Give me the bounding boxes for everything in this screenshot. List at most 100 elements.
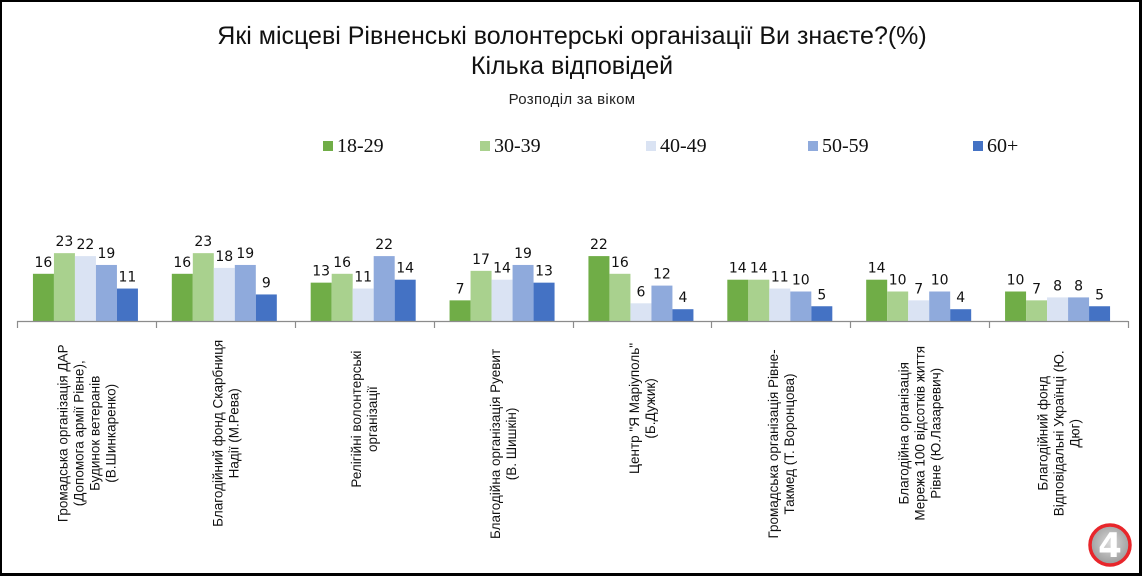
bar-18-29-2	[171, 273, 193, 321]
legend-item-30-39: 30-39	[480, 135, 541, 157]
data-label: 14	[729, 261, 747, 277]
bar-40-49-6	[769, 288, 791, 321]
legend-item-18-29: 18-29	[323, 135, 384, 157]
bar-40-49-3	[352, 288, 374, 321]
data-label: 10	[1007, 273, 1025, 289]
legend-label: 30-39	[494, 134, 541, 157]
bar-40-49-1	[74, 256, 96, 321]
bar-50-59-7	[929, 291, 951, 321]
category-label: Громадська організація Рівне- Такмед (Т. …	[766, 349, 797, 538]
data-label: 16	[173, 255, 191, 271]
data-label: 19	[98, 246, 116, 262]
data-label: 4	[956, 290, 965, 306]
data-label: 10	[889, 273, 907, 289]
category-label: Релігійні волонтерські організації	[349, 351, 380, 488]
chart-title: Які місцеві Рівненські волонтерські орга…	[217, 22, 927, 50]
data-label: 17	[472, 252, 490, 268]
chart-subtitle: Розподіл за віком	[508, 91, 636, 108]
category-label-line: Такмед (Т. Воронцова)	[782, 373, 797, 514]
bar-50-59-4	[512, 264, 534, 321]
legend-swatch	[973, 141, 983, 151]
bar-40-49-5	[630, 303, 652, 321]
category-label-line: Релігійні волонтерські	[349, 351, 364, 488]
data-label: 19	[236, 246, 254, 262]
legend-item-40-49: 40-49	[646, 135, 707, 157]
bar-60plus-6	[811, 306, 833, 321]
legend-swatch	[646, 141, 656, 151]
data-label: 19	[514, 246, 532, 262]
bar-40-49-4	[491, 279, 513, 321]
data-label: 7	[1032, 281, 1041, 297]
bar-50-59-8	[1068, 297, 1090, 321]
category-label: Благодійна організація Мережа 100 відсотк…	[897, 346, 944, 521]
category-label-line: Громадська організація ДАР	[55, 344, 70, 522]
category-label: Благодійний фонд Скарбниця Надії (М.Рева)	[210, 340, 241, 527]
data-label: 23	[194, 234, 212, 250]
bar-30-39-8	[1026, 300, 1048, 321]
legend-swatch	[808, 141, 818, 151]
category-label: Благодійна організація Руевит (В. Шишкін)	[488, 349, 519, 539]
bar-30-39-6	[748, 279, 770, 321]
category-label: Громадська організація ДАР (Допомога армі…	[55, 344, 118, 522]
data-label: 11	[119, 270, 137, 286]
bar-30-39-2	[192, 253, 214, 321]
legend-item-60-plus: 60+	[973, 135, 1018, 157]
data-label: 8	[1053, 278, 1062, 294]
data-label: 12	[653, 267, 671, 283]
bar-40-49-8	[1047, 297, 1069, 321]
category-label-line: Відповідальні Українці (Ю.	[1052, 350, 1067, 516]
data-label: 5	[1095, 287, 1104, 303]
category-label-line: Благодійна організація Руевит	[488, 349, 503, 539]
bar-40-49-2	[213, 267, 235, 321]
data-label: 4	[678, 290, 687, 306]
data-label: 8	[1074, 278, 1083, 294]
category-label-line: (В.Шинкаренко)	[103, 384, 118, 483]
data-label: 10	[931, 273, 949, 289]
bar-30-39-5	[609, 273, 631, 321]
data-label: 14	[493, 261, 511, 277]
category-label-line: Дюг)	[1068, 419, 1083, 448]
category-label-line: Мережа 100 відсотків життя	[913, 346, 928, 521]
bar-60plus-7	[950, 309, 972, 321]
legend-item-50-59: 50-59	[808, 135, 869, 157]
data-label: 10	[792, 273, 810, 289]
data-label: 22	[77, 237, 95, 253]
data-label: 14	[750, 261, 768, 277]
legend-label: 40-49	[660, 134, 707, 157]
data-label: 14	[868, 261, 886, 277]
bar-30-39-7	[887, 291, 909, 321]
legend-swatch	[323, 141, 333, 151]
bar-50-59-1	[95, 264, 117, 321]
bar-18-29-3	[310, 282, 332, 321]
data-label: 22	[590, 237, 608, 253]
chart-title-line2: Кілька відповідей	[470, 52, 674, 80]
data-label: 11	[354, 270, 372, 286]
category-label-line: Громадська організація Рівне-	[766, 349, 781, 538]
bar-30-39-4	[470, 270, 492, 321]
bar-50-59-6	[790, 291, 812, 321]
bar-60plus-8	[1089, 306, 1111, 321]
data-label: 5	[817, 287, 826, 303]
bar-18-29-5	[588, 256, 610, 321]
bar-50-59-2	[234, 264, 256, 321]
bar-18-29-6	[727, 279, 749, 321]
data-label: 13	[535, 264, 553, 280]
category-label-line: Будинок ветеранів	[87, 376, 102, 491]
bar-18-29-1	[32, 273, 54, 321]
data-label: 7	[456, 281, 465, 297]
channel-4-logo: 4	[1088, 523, 1132, 567]
category-label-line: (Допомога армії Рівне),	[71, 360, 86, 506]
data-label: 11	[771, 270, 789, 286]
data-label: 9	[262, 275, 271, 291]
legend-label: 50-59	[822, 134, 869, 157]
legend-swatch	[480, 141, 490, 151]
bar-60plus-2	[255, 294, 277, 321]
data-label: 16	[333, 255, 351, 271]
category-label-line: Рівне (Ю.Лазаревич)	[929, 368, 944, 499]
bar-40-49-7	[908, 300, 930, 321]
bar-50-59-5	[651, 285, 673, 321]
data-label: 23	[56, 234, 74, 250]
legend: 18-29 30-39 40-49 50-59 60+	[0, 135, 1144, 157]
